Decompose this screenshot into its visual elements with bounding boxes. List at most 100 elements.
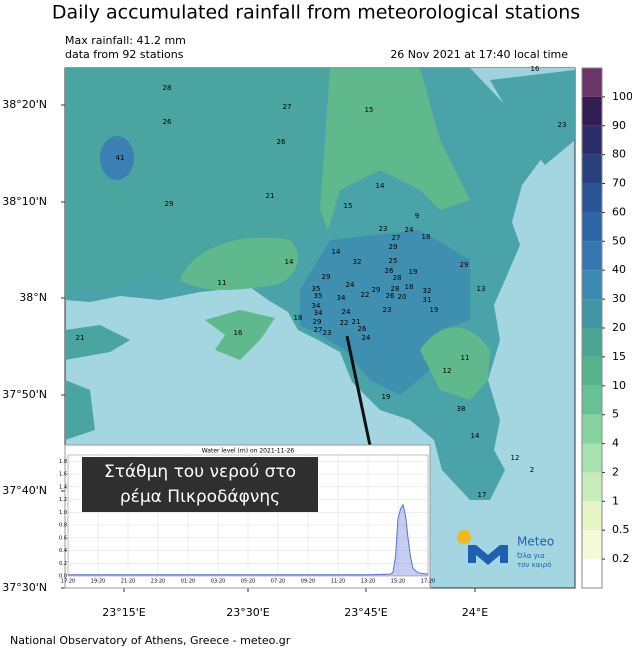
y-tick-label: 0.6: [59, 535, 67, 541]
station-value: 21: [352, 318, 361, 326]
x-tick-label: 09:20: [301, 579, 315, 585]
station-value: 26: [386, 292, 395, 300]
max-rainfall: Max rainfall: 41.2 mm: [65, 34, 186, 47]
station-value: 28: [393, 274, 402, 282]
station-value: 31: [423, 296, 432, 304]
station-value: 14: [285, 258, 294, 266]
lon-label: 23°45'E: [344, 606, 388, 619]
colorbar-label: 10: [612, 379, 626, 392]
station-value: 19: [409, 268, 418, 276]
colorbar-label: 2: [612, 465, 619, 478]
station-value: 18: [294, 314, 303, 322]
station-value: 24: [405, 226, 414, 234]
y-tick-label: 0.0: [59, 574, 67, 580]
stations: 16 28 27 26 15 23 26 41 21 14 29 15 9 23 24 27 18 29 14 14 3…: [76, 65, 567, 499]
y-tick-label: 0.2: [59, 561, 67, 567]
colorbar-label: 15: [612, 350, 626, 363]
colorbar-band: [582, 241, 602, 271]
colorbar-band: [582, 154, 602, 184]
station-value: 11: [461, 354, 470, 362]
colorbar-band: [582, 559, 602, 588]
station-value: 24: [342, 308, 351, 316]
colorbar-band: [582, 68, 602, 97]
station-value: 38: [457, 405, 466, 413]
colorbar-label: 5: [612, 408, 619, 421]
station-value: 22: [340, 319, 349, 327]
y-tick-label: 0.4: [59, 548, 67, 554]
y-tick-label: 1.2: [59, 497, 67, 503]
colorbar-band: [582, 356, 602, 386]
x-tick-label: 21:20: [121, 579, 135, 585]
logo-name: Meteo: [517, 535, 554, 549]
station-value: 20: [398, 293, 407, 301]
land-peloponnese: [65, 325, 130, 360]
colorbar-label: 30: [612, 292, 626, 305]
station-value: 24: [362, 334, 371, 342]
low-rain: [320, 68, 470, 230]
station-value: 27: [392, 234, 401, 242]
logo-mark: [468, 545, 508, 565]
colorbar-band: [582, 443, 602, 473]
y-tick-label: 1.6: [59, 472, 67, 478]
land-peloponnese: [65, 380, 95, 440]
y-tick-label: 0.8: [59, 523, 67, 529]
station-value: 21: [76, 334, 85, 342]
station-value: 22: [361, 291, 370, 299]
station-value: 13: [477, 285, 486, 293]
station-value: 23: [323, 329, 332, 337]
station-value: 21: [266, 192, 275, 200]
station-value: 16: [234, 329, 243, 337]
colorbar-label: 1: [612, 494, 619, 507]
annotation: Στάθμη του νερού στο: [104, 462, 296, 482]
station-value: 28: [163, 84, 172, 92]
station-value: 27: [283, 103, 292, 111]
colorbar-band: [582, 212, 602, 242]
station-value: 15: [365, 106, 374, 114]
x-tick-label: 13:20: [361, 579, 375, 585]
lon-label: 23°30'E: [226, 606, 270, 619]
station-value: 29: [372, 286, 381, 294]
colorbar-label: 20: [612, 321, 626, 334]
station-value: 26: [358, 325, 367, 333]
map: [64, 67, 576, 589]
colorbar-label: 60: [612, 205, 626, 218]
y-tick-label: 1.8: [59, 459, 67, 465]
stations-note: data from 92 stations: [65, 48, 184, 61]
colorbar-label: 0.2: [612, 552, 630, 565]
plot-frame: [67, 454, 429, 577]
colorbar-band: [582, 299, 602, 328]
station-value: 41: [116, 154, 125, 162]
station-value: 18: [405, 283, 414, 291]
colorbar-label: 80: [612, 148, 626, 161]
lat-label: 38°20'N: [2, 98, 47, 111]
lon-label: 24°E: [462, 606, 488, 619]
station-value: 9: [415, 212, 419, 220]
lon-label: 23°15'E: [102, 606, 146, 619]
colorbar-label: 0.5: [612, 523, 630, 536]
x-tick-label: 05:20: [241, 579, 255, 585]
line: [68, 503, 429, 576]
land-west: [65, 68, 330, 290]
station-value: 29: [460, 261, 469, 269]
colorbar: 0.2 0.5 1 2 4 5 10 15 20 30 40 50 60 70 80 90 100: [581, 67, 632, 589]
colorbar-band: [582, 96, 602, 126]
station-value: 29: [165, 200, 174, 208]
station-value: 29: [389, 243, 398, 251]
colorbar-label: 40: [612, 263, 626, 276]
lat-label: 38°N: [19, 291, 47, 304]
timestamp: 26 Nov 2021 at 17:40 local time: [390, 48, 568, 61]
colorbar-band: [582, 183, 602, 213]
station-value: 35: [314, 292, 323, 300]
annotation: ρέμα Πικροδάφνης: [120, 487, 280, 507]
colorbar-band: [582, 472, 602, 502]
y-tick-label: 1.0: [59, 510, 67, 516]
station-value: 26: [163, 118, 172, 126]
colorbar-band: [582, 125, 602, 155]
station-value: 34: [312, 302, 321, 310]
logo: Meteo Όλα για τον καιρό: [457, 530, 554, 569]
logo-tagline: τον καιρό: [517, 561, 551, 569]
x-tick-label: 01:20: [181, 579, 195, 585]
logo-sun: [457, 530, 471, 544]
station-value: 29: [322, 273, 331, 281]
land-euboea: [490, 70, 575, 165]
